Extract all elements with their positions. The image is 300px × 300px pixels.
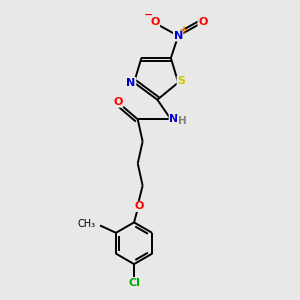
Text: N: N [127,77,136,88]
Text: CH₃: CH₃ [77,219,96,229]
Text: Cl: Cl [128,278,140,287]
Text: H: H [178,116,186,126]
Text: O: O [198,17,207,27]
Text: S: S [177,76,185,86]
Text: N: N [169,114,178,124]
Text: N: N [174,31,183,41]
Text: O: O [134,201,144,212]
Text: O: O [113,97,123,107]
Text: +: + [180,25,188,35]
Text: O: O [150,17,160,27]
Text: −: − [144,10,153,20]
